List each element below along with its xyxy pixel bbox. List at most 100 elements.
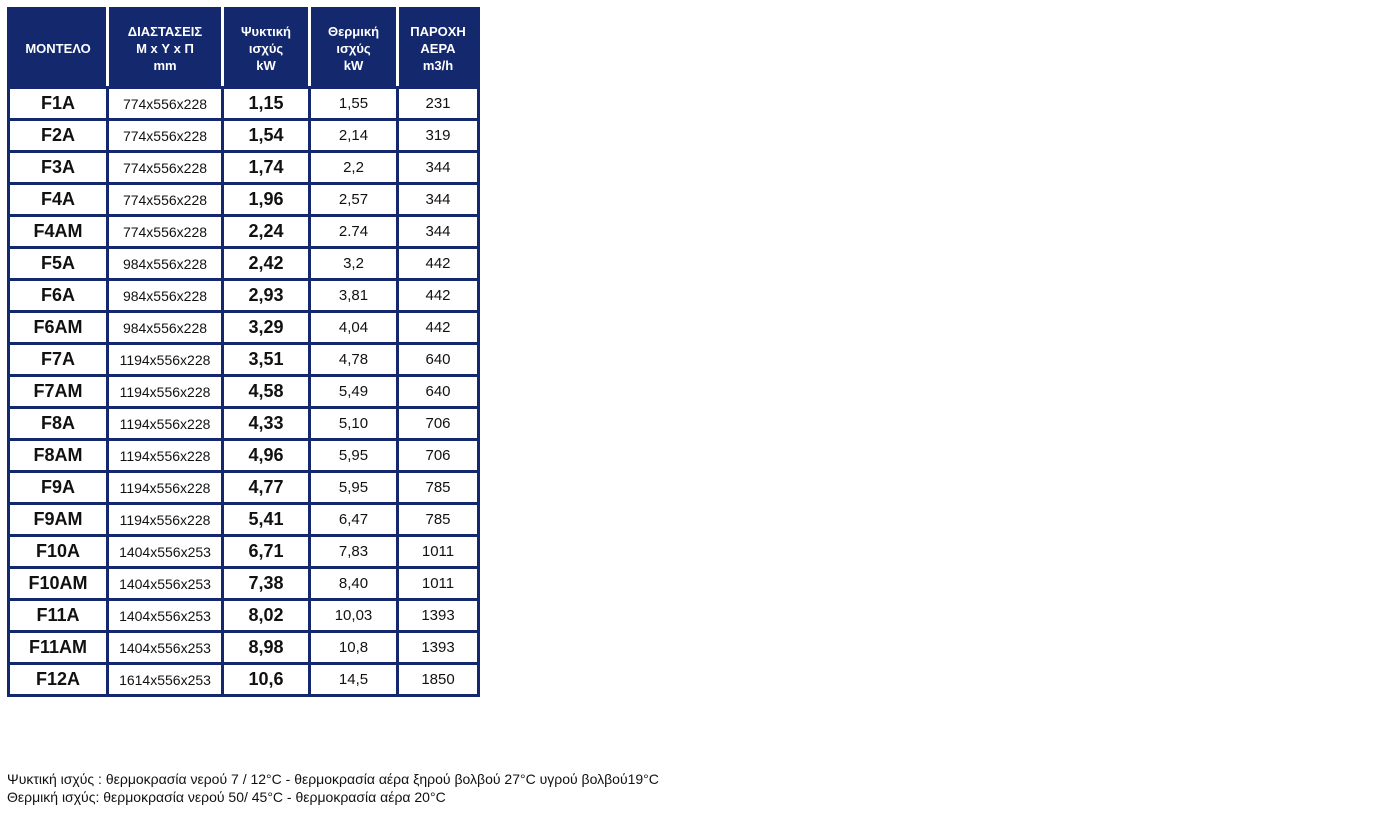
header-heating-power: Θερμική ισχύς kW — [308, 7, 399, 89]
header-line: ισχύς — [336, 40, 371, 56]
cell-dimensions: 1404x556x253 — [106, 534, 224, 569]
cell-cooling-power: 3,29 — [221, 310, 311, 345]
cell-model: F10A — [7, 534, 109, 569]
cell-heating-power: 5,10 — [308, 406, 399, 441]
cell-model: F1A — [7, 86, 109, 121]
cell-heating-power: 2,2 — [308, 150, 399, 185]
cell-dimensions: 984x556x228 — [106, 278, 224, 313]
header-model: ΜΟΝΤΕΛΟ — [7, 7, 109, 89]
table-row: F1A 774x556x228 1,15 1,55 231 — [7, 86, 480, 121]
cell-heating-power: 4,78 — [308, 342, 399, 377]
cell-model: F3A — [7, 150, 109, 185]
cell-model: F11AM — [7, 630, 109, 665]
cell-heating-power: 14,5 — [308, 662, 399, 697]
cell-airflow: 344 — [396, 182, 480, 217]
table-row: F9AM 1194x556x228 5,41 6,47 785 — [7, 502, 480, 537]
cell-airflow: 706 — [396, 438, 480, 473]
cell-airflow: 319 — [396, 118, 480, 153]
cell-dimensions: 1194x556x228 — [106, 406, 224, 441]
header-line: Θερμική — [327, 23, 380, 39]
footnotes: Ψυκτική ισχύς : θερμοκρασία νερού 7 / 12… — [7, 770, 659, 806]
header-line: m3/h — [422, 57, 454, 73]
cell-cooling-power: 8,02 — [221, 598, 311, 633]
cell-cooling-power: 2,24 — [221, 214, 311, 249]
cell-model: F7AM — [7, 374, 109, 409]
cell-airflow: 442 — [396, 246, 480, 281]
header-line: Ψυκτική — [241, 23, 291, 39]
cell-heating-power: 4,04 — [308, 310, 399, 345]
table-row: F8A 1194x556x228 4,33 5,10 706 — [7, 406, 480, 441]
table-row: F11A 1404x556x253 8,02 10,03 1393 — [7, 598, 480, 633]
cell-heating-power: 2,57 — [308, 182, 399, 217]
table-row: F4A 774x556x228 1,96 2,57 344 — [7, 182, 480, 217]
cell-cooling-power: 4,77 — [221, 470, 311, 505]
header-airflow: ΠΑΡΟΧΗ ΑΕΡΑ m3/h — [396, 7, 480, 89]
cell-airflow: 344 — [396, 214, 480, 249]
cell-heating-power: 5,49 — [308, 374, 399, 409]
cell-heating-power: 6,47 — [308, 502, 399, 537]
cell-dimensions: 1194x556x228 — [106, 470, 224, 505]
cell-heating-power: 3,81 — [308, 278, 399, 313]
cell-model: F8AM — [7, 438, 109, 473]
cell-airflow: 1393 — [396, 598, 480, 633]
table-row: F7AM 1194x556x228 4,58 5,49 640 — [7, 374, 480, 409]
header-cooling-power: Ψυκτική ισχύς kW — [221, 7, 311, 89]
cell-heating-power: 2,14 — [308, 118, 399, 153]
cell-model: F9A — [7, 470, 109, 505]
cell-cooling-power: 4,96 — [221, 438, 311, 473]
cell-dimensions: 1194x556x228 — [106, 374, 224, 409]
cell-airflow: 442 — [396, 278, 480, 313]
header-line: ΠΑΡΟΧΗ — [410, 23, 466, 39]
cell-airflow: 785 — [396, 470, 480, 505]
header-line: Μ x Υ x Π — [136, 40, 194, 56]
cell-dimensions: 774x556x228 — [106, 86, 224, 121]
cell-airflow: 344 — [396, 150, 480, 185]
table-row: F10A 1404x556x253 6,71 7,83 1011 — [7, 534, 480, 569]
cell-airflow: 640 — [396, 374, 480, 409]
cell-dimensions: 1194x556x228 — [106, 502, 224, 537]
cell-cooling-power: 10,6 — [221, 662, 311, 697]
cell-model: F6A — [7, 278, 109, 313]
table-row: F8AM 1194x556x228 4,96 5,95 706 — [7, 438, 480, 473]
cell-cooling-power: 1,54 — [221, 118, 311, 153]
heating-note: Θερμική ισχύς: θερμοκρασία νερού 50/ 45°… — [7, 789, 446, 805]
cell-heating-power: 1,55 — [308, 86, 399, 121]
table-row: F12A 1614x556x253 10,6 14,5 1850 — [7, 662, 480, 697]
cell-dimensions: 984x556x228 — [106, 310, 224, 345]
cell-dimensions: 984x556x228 — [106, 246, 224, 281]
cell-airflow: 706 — [396, 406, 480, 441]
table-row: F3A 774x556x228 1,74 2,2 344 — [7, 150, 480, 185]
header-line: kW — [256, 57, 276, 73]
cell-airflow: 442 — [396, 310, 480, 345]
header-line: ΜΟΝΤΕΛΟ — [25, 40, 91, 56]
cell-dimensions: 1404x556x253 — [106, 598, 224, 633]
cell-cooling-power: 1,96 — [221, 182, 311, 217]
header-line: mm — [153, 57, 177, 73]
cell-model: F7A — [7, 342, 109, 377]
table-row: F6A 984x556x228 2,93 3,81 442 — [7, 278, 480, 313]
cell-cooling-power: 7,38 — [221, 566, 311, 601]
cell-airflow: 231 — [396, 86, 480, 121]
cell-model: F6AM — [7, 310, 109, 345]
table-row: F6AM 984x556x228 3,29 4,04 442 — [7, 310, 480, 345]
cell-model: F9AM — [7, 502, 109, 537]
cell-heating-power: 5,95 — [308, 438, 399, 473]
header-line: kW — [343, 57, 364, 73]
table-row: F4AM 774x556x228 2,24 2.74 344 — [7, 214, 480, 249]
cell-model: F5A — [7, 246, 109, 281]
cell-cooling-power: 3,51 — [221, 342, 311, 377]
cell-heating-power: 2.74 — [308, 214, 399, 249]
cell-cooling-power: 6,71 — [221, 534, 311, 569]
cell-dimensions: 774x556x228 — [106, 214, 224, 249]
cell-model: F10AM — [7, 566, 109, 601]
cell-cooling-power: 4,58 — [221, 374, 311, 409]
cell-cooling-power: 5,41 — [221, 502, 311, 537]
cell-airflow: 1011 — [396, 534, 480, 569]
cell-model: F11A — [7, 598, 109, 633]
cell-cooling-power: 1,74 — [221, 150, 311, 185]
cell-cooling-power: 2,93 — [221, 278, 311, 313]
cell-dimensions: 774x556x228 — [106, 118, 224, 153]
cell-heating-power: 7,83 — [308, 534, 399, 569]
